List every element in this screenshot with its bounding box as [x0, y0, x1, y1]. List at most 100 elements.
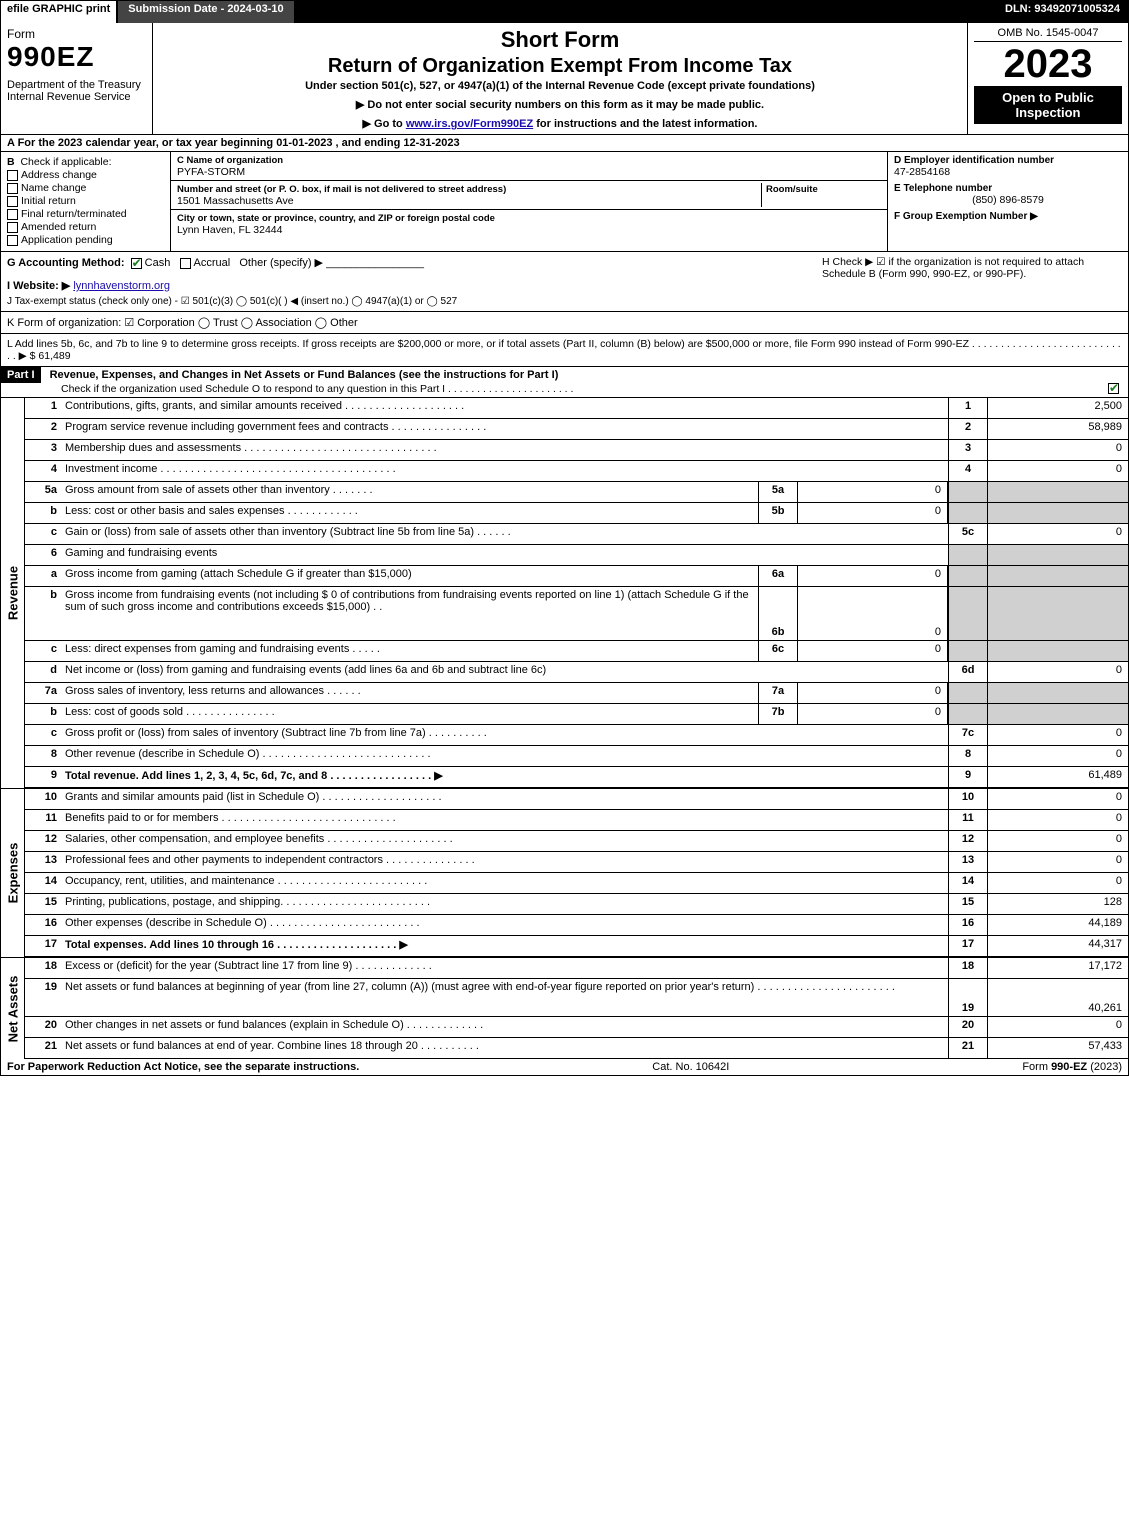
- org-name-row: C Name of organization PYFA-STORM: [171, 152, 887, 181]
- row-1: 1Contributions, gifts, grants, and simil…: [25, 398, 1128, 419]
- chk-initial-return[interactable]: Initial return: [7, 195, 164, 207]
- page-footer: For Paperwork Reduction Act Notice, see …: [1, 1059, 1128, 1075]
- part1-label: Part I: [1, 367, 41, 383]
- street-row: Number and street (or P. O. box, if mail…: [171, 181, 887, 210]
- form-word: Form: [7, 27, 146, 41]
- group-exemption-label: F Group Exemption Number ▶: [894, 211, 1038, 222]
- row-7b: bLess: cost of goods sold . . . . . . . …: [25, 704, 1128, 725]
- revenue-table: Revenue 1Contributions, gifts, grants, a…: [1, 398, 1128, 788]
- other-specify: Other (specify) ▶: [239, 257, 323, 269]
- form-number: 990EZ: [7, 41, 146, 73]
- city-label: City or town, state or province, country…: [177, 213, 495, 224]
- chk-address-change[interactable]: Address change: [7, 169, 164, 181]
- l-content: L Add lines 5b, 6c, and 7b to line 9 to …: [7, 338, 1122, 362]
- department-label: Department of the Treasury Internal Reve…: [7, 79, 146, 103]
- row-3: 3Membership dues and assessments . . . .…: [25, 440, 1128, 461]
- irs-link[interactable]: www.irs.gov/Form990EZ: [406, 118, 533, 130]
- goto-pre: ▶ Go to: [363, 118, 406, 130]
- website-link[interactable]: lynnhavenstorm.org: [73, 280, 170, 292]
- form-ref: Form 990-EZ (2023): [1022, 1061, 1122, 1073]
- row-5b: bLess: cost or other basis and sales exp…: [25, 503, 1128, 524]
- expenses-sidelabel: Expenses: [1, 789, 25, 957]
- tax-year: 2023: [974, 44, 1122, 84]
- goto-note: ▶ Go to www.irs.gov/Form990EZ for instru…: [159, 117, 961, 130]
- section-l: L Add lines 5b, 6c, and 7b to line 9 to …: [1, 334, 1128, 367]
- row-17: 17Total expenses. Add lines 10 through 1…: [25, 936, 1128, 957]
- efile-print-label[interactable]: efile GRAPHIC print: [1, 1, 118, 23]
- row-6d: dNet income or (loss) from gaming and fu…: [25, 662, 1128, 683]
- b-label: B: [7, 156, 15, 168]
- catalog-number: Cat. No. 10642I: [359, 1061, 1022, 1073]
- street-value: 1501 Massachusetts Ave: [177, 195, 294, 207]
- netassets-table: Net Assets 18Excess or (deficit) for the…: [1, 957, 1128, 1059]
- tel-label: E Telephone number: [894, 183, 992, 194]
- column-b: B Check if applicable: Address change Na…: [1, 152, 171, 251]
- section-g: G Accounting Method: Cash Accrual Other …: [7, 256, 822, 307]
- row-6b: bGross income from fundraising events (n…: [25, 587, 1128, 641]
- chk-name-change[interactable]: Name change: [7, 182, 164, 194]
- row-6: 6Gaming and fundraising events: [25, 545, 1128, 566]
- org-name: PYFA-STORM: [177, 166, 245, 178]
- row-13: 13Professional fees and other payments t…: [25, 852, 1128, 873]
- goto-post: for instructions and the latest informat…: [533, 118, 757, 130]
- row-7c: cGross profit or (loss) from sales of in…: [25, 725, 1128, 746]
- paperwork-notice: For Paperwork Reduction Act Notice, see …: [7, 1061, 359, 1073]
- chk-schedule-o[interactable]: [1108, 383, 1119, 394]
- street-label: Number and street (or P. O. box, if mail…: [177, 184, 506, 195]
- expenses-table: Expenses 10Grants and similar amounts pa…: [1, 788, 1128, 957]
- form-header: Form 990EZ Department of the Treasury In…: [1, 23, 1128, 135]
- row-21: 21Net assets or fund balances at end of …: [25, 1038, 1128, 1059]
- section-h: H Check ▶ ☑ if the organization is not r…: [822, 256, 1122, 307]
- g-label: G Accounting Method:: [7, 257, 125, 269]
- i-label: I Website: ▶: [7, 280, 70, 292]
- open-inspection: Open to Public Inspection: [974, 86, 1122, 124]
- chk-application-pending[interactable]: Application pending: [7, 234, 164, 246]
- section-a: A For the 2023 calendar year, or tax yea…: [1, 135, 1128, 152]
- section-bcd: B Check if applicable: Address change Na…: [1, 152, 1128, 252]
- tel-value: (850) 896-8579: [894, 194, 1122, 206]
- chk-accrual[interactable]: [180, 258, 191, 269]
- form-title: Return of Organization Exempt From Incom…: [159, 55, 961, 78]
- row-10: 10Grants and similar amounts paid (list …: [25, 789, 1128, 810]
- k-content: K Form of organization: ☑ Corporation ◯ …: [7, 316, 1122, 329]
- part1-sub: Check if the organization used Schedule …: [1, 383, 1128, 397]
- form-page: efile GRAPHIC print Submission Date - 20…: [0, 0, 1129, 1076]
- revenue-sidelabel: Revenue: [1, 398, 25, 788]
- chk-cash[interactable]: [131, 258, 142, 269]
- short-form-title: Short Form: [159, 27, 961, 53]
- row-6c: cLess: direct expenses from gaming and f…: [25, 641, 1128, 662]
- omb-number: OMB No. 1545-0047: [974, 27, 1122, 42]
- section-gh: G Accounting Method: Cash Accrual Other …: [1, 252, 1128, 312]
- row-5c: cGain or (loss) from sale of assets othe…: [25, 524, 1128, 545]
- row-14: 14Occupancy, rent, utilities, and mainte…: [25, 873, 1128, 894]
- section-j: J Tax-exempt status (check only one) - ☑…: [7, 296, 822, 307]
- row-2: 2Program service revenue including gover…: [25, 419, 1128, 440]
- ein-value: 47-2854168: [894, 166, 950, 178]
- room-label: Room/suite: [766, 184, 818, 195]
- row-7a: 7aGross sales of inventory, less returns…: [25, 683, 1128, 704]
- ein-label: D Employer identification number: [894, 155, 1054, 166]
- header-right: OMB No. 1545-0047 2023 Open to Public In…: [968, 23, 1128, 134]
- ssn-note: ▶ Do not enter social security numbers o…: [159, 98, 961, 111]
- chk-amended-return[interactable]: Amended return: [7, 221, 164, 233]
- submission-date: Submission Date - 2024-03-10: [118, 1, 295, 23]
- section-k: K Form of organization: ☑ Corporation ◯ …: [1, 312, 1128, 334]
- check-if-applicable: Check if applicable:: [20, 156, 111, 168]
- row-18: 18Excess or (deficit) for the year (Subt…: [25, 958, 1128, 979]
- chk-final-return[interactable]: Final return/terminated: [7, 208, 164, 220]
- city-value: Lynn Haven, FL 32444: [177, 224, 282, 236]
- row-4: 4Investment income . . . . . . . . . . .…: [25, 461, 1128, 482]
- dln-label: DLN: 93492071005324: [997, 1, 1128, 23]
- row-9: 9Total revenue. Add lines 1, 2, 3, 4, 5c…: [25, 767, 1128, 788]
- column-c: C Name of organization PYFA-STORM Number…: [171, 152, 888, 251]
- org-name-label: C Name of organization: [177, 155, 283, 166]
- row-6a: aGross income from gaming (attach Schedu…: [25, 566, 1128, 587]
- header-center: Short Form Return of Organization Exempt…: [153, 23, 968, 134]
- row-19: 19Net assets or fund balances at beginni…: [25, 979, 1128, 1017]
- header-left: Form 990EZ Department of the Treasury In…: [1, 23, 153, 134]
- netassets-sidelabel: Net Assets: [1, 958, 25, 1059]
- row-11: 11Benefits paid to or for members . . . …: [25, 810, 1128, 831]
- row-12: 12Salaries, other compensation, and empl…: [25, 831, 1128, 852]
- form-subtitle: Under section 501(c), 527, or 4947(a)(1)…: [159, 80, 961, 92]
- row-16: 16Other expenses (describe in Schedule O…: [25, 915, 1128, 936]
